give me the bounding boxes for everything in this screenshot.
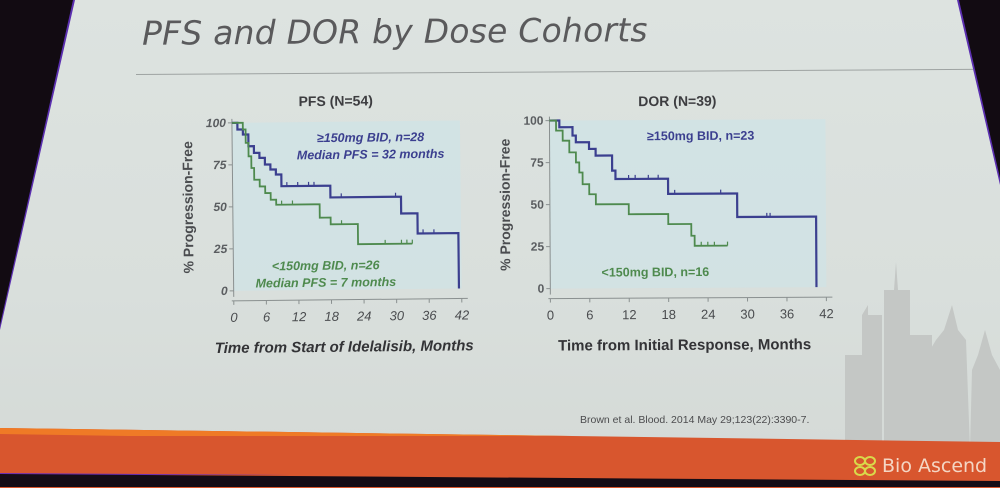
pfs-y-axis-label: % Progression-Free bbox=[179, 141, 196, 274]
dor-y-axis-label: % Progression-Free bbox=[497, 138, 514, 271]
dor-y-tick-label: 50 bbox=[530, 198, 544, 212]
pfs-y-tick-label: 100 bbox=[206, 116, 226, 130]
pfs-x-axis bbox=[232, 298, 468, 300]
dor-x-tick-label: 30 bbox=[740, 306, 755, 321]
pfs-x-tick-label: 12 bbox=[292, 309, 307, 324]
dor-x-tick-label: 42 bbox=[819, 306, 834, 321]
pfs-y-tick-label: 50 bbox=[213, 200, 227, 214]
dor-chart-svg: 0 25 50 75 100 0 6 12 18 24 30 36 42 DOR (N=39) Time f… bbox=[477, 87, 838, 364]
pfs-y-tick-label: 0 bbox=[221, 284, 228, 298]
brand-logo: Bio Ascend bbox=[852, 455, 987, 477]
pfs-x-tick-label: 42 bbox=[455, 307, 470, 322]
dor-x-tick-label: 24 bbox=[701, 307, 716, 322]
pfs-x-tick-label: 6 bbox=[263, 309, 271, 324]
pfs-x-axis-label: Time from Start of Idelalisib, Months bbox=[215, 337, 474, 357]
pfs-annotation-high: ≥150mg BID, n=28 bbox=[317, 130, 424, 145]
pfs-x-tick-label: 0 bbox=[230, 310, 238, 325]
pfs-x-tick-label: 36 bbox=[422, 308, 437, 323]
pfs-y-tick-label: 75 bbox=[213, 158, 227, 172]
dor-chart: 0 25 50 75 100 0 6 12 18 24 30 36 42 DOR (N=39) Time f… bbox=[477, 87, 838, 364]
pfs-annotation-low: Median PFS = 7 months bbox=[255, 275, 396, 290]
dor-x-tick-label: 0 bbox=[547, 308, 554, 323]
dor-annotation-high: ≥150mg BID, n=23 bbox=[647, 129, 754, 144]
citation: Brown et al. Blood. 2014 May 29;123(22):… bbox=[580, 414, 809, 426]
pfs-x-tick-label: 30 bbox=[389, 308, 404, 323]
dor-y-tick-label: 0 bbox=[538, 282, 545, 296]
pfs-x-tick-label: 24 bbox=[356, 308, 372, 323]
pfs-y-tick-label: 25 bbox=[213, 242, 228, 256]
title-divider bbox=[136, 69, 996, 75]
dor-y-tick-label: 25 bbox=[531, 240, 545, 254]
dor-x-axis-label: Time from Initial Response, Months bbox=[558, 336, 811, 354]
pfs-annotation-high: Median PFS = 32 months bbox=[297, 147, 445, 163]
dor-y-tick-label: 75 bbox=[530, 156, 544, 170]
dor-x-tick-label: 36 bbox=[780, 306, 795, 321]
pfs-chart-title: PFS (N=54) bbox=[298, 92, 372, 109]
pfs-chart-svg: 0 25 50 75 100 0 6 12 18 24 30 36 42 PFS (N=54) Time f… bbox=[144, 86, 487, 365]
brand-name: Bio Ascend bbox=[882, 455, 987, 477]
dor-chart-title: DOR (N=39) bbox=[638, 93, 716, 109]
pfs-annotation-low: <150mg BID, n=26 bbox=[272, 258, 381, 273]
dor-y-tick-label: 100 bbox=[523, 114, 543, 128]
dor-x-tick-label: 12 bbox=[622, 307, 637, 322]
dor-x-tick-label: 6 bbox=[586, 307, 593, 322]
dor-x-tick-label: 18 bbox=[661, 307, 676, 322]
dor-annotation-low: <150mg BID, n=16 bbox=[602, 265, 710, 280]
dor-plot-area bbox=[549, 119, 826, 288]
pfs-chart: 0 25 50 75 100 0 6 12 18 24 30 36 42 PFS (N=54) Time f… bbox=[144, 86, 487, 365]
slide-title: PFS and DOR by Dose Cohorts bbox=[142, 10, 648, 53]
pfs-x-tick-label: 18 bbox=[324, 309, 339, 324]
dor-x-axis bbox=[548, 297, 832, 298]
flower-logo-icon bbox=[852, 455, 878, 477]
skyline-icon bbox=[830, 260, 1000, 450]
